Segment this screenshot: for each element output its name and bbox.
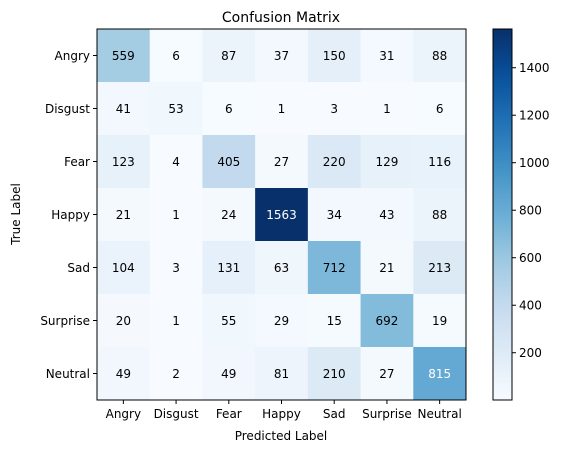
cell-value-label: 81 bbox=[274, 367, 289, 381]
cell-value-label: 15 bbox=[327, 314, 342, 328]
cell-value-label: 21 bbox=[116, 208, 131, 222]
x-tick-label: Fear bbox=[216, 407, 242, 421]
cell-value-label: 31 bbox=[379, 49, 394, 63]
cell-value-label: 3 bbox=[330, 102, 338, 116]
x-tick-label: Neutral bbox=[417, 407, 461, 421]
y-tick-label: Angry bbox=[55, 49, 90, 63]
cell-value-label: 4 bbox=[172, 155, 180, 169]
cell-value-label: 88 bbox=[432, 49, 447, 63]
chart-title: Confusion Matrix bbox=[222, 10, 340, 26]
y-tick-label: Neutral bbox=[46, 367, 90, 381]
cell-value-label: 6 bbox=[436, 102, 444, 116]
cell-value-label: 37 bbox=[274, 49, 289, 63]
cell-value-label: 123 bbox=[112, 155, 135, 169]
colorbar-ticks: 200 400 600 800 1000 1200 1400 bbox=[512, 61, 550, 360]
cell-value-label: 1 bbox=[172, 208, 180, 222]
cell-value-label: 27 bbox=[379, 367, 394, 381]
cell-value-label: 1 bbox=[278, 102, 286, 116]
colorbar-tick-label: 600 bbox=[519, 251, 542, 265]
y-tick-label: Fear bbox=[64, 155, 90, 169]
y-axis-label: True Label bbox=[9, 183, 23, 246]
cell-value-label: 55 bbox=[221, 314, 236, 328]
cell-value-label: 210 bbox=[323, 367, 346, 381]
y-tick-label: Disgust bbox=[45, 102, 90, 116]
y-tick-label: Surprise bbox=[40, 314, 90, 328]
cell-value-label: 41 bbox=[116, 102, 131, 116]
y-tick-label: Happy bbox=[51, 208, 90, 222]
x-axis-label: Predicted Label bbox=[235, 429, 328, 443]
cell-value-label: 6 bbox=[172, 49, 180, 63]
cell-value-label: 24 bbox=[221, 208, 236, 222]
cell-value-label: 815 bbox=[428, 367, 451, 381]
cell-value-label: 19 bbox=[432, 314, 447, 328]
cell-value-label: 29 bbox=[274, 314, 289, 328]
cell-value-label: 88 bbox=[432, 208, 447, 222]
colorbar-tick-label: 800 bbox=[519, 204, 542, 218]
cell-value-label: 559 bbox=[112, 49, 135, 63]
y-axis-ticks: Angry Disgust Fear Happy Sad Surprise Neutral bbox=[40, 49, 97, 381]
x-tick-label: Angry bbox=[106, 407, 141, 421]
cell-value-label: 43 bbox=[379, 208, 394, 222]
x-tick-label: Happy bbox=[262, 407, 301, 421]
cell-value-label: 405 bbox=[217, 155, 240, 169]
x-tick-label: Sad bbox=[323, 407, 346, 421]
cell-value-label: 150 bbox=[323, 49, 346, 63]
cell-value-label: 1 bbox=[172, 314, 180, 328]
cell-value-label: 129 bbox=[375, 155, 398, 169]
cell-value-label: 87 bbox=[221, 49, 236, 63]
cell-value-label: 21 bbox=[379, 261, 394, 275]
cell-value-label: 34 bbox=[327, 208, 342, 222]
colorbar-tick-label: 1000 bbox=[519, 156, 550, 170]
x-tick-label: Disgust bbox=[154, 407, 199, 421]
colorbar bbox=[493, 29, 512, 400]
cell-value-label: 104 bbox=[112, 261, 135, 275]
colorbar-tick-label: 400 bbox=[519, 299, 542, 313]
cell-value-label: 49 bbox=[116, 367, 131, 381]
cell-value-label: 2 bbox=[172, 367, 180, 381]
cell-value-label: 116 bbox=[428, 155, 451, 169]
colorbar-tick-label: 1400 bbox=[519, 61, 550, 75]
colorbar-tick-label: 1200 bbox=[519, 109, 550, 123]
cell-value-label: 1 bbox=[383, 102, 391, 116]
x-axis-ticks: Angry Disgust Fear Happy Sad Surprise Neutral bbox=[106, 400, 462, 421]
cell-value-label: 131 bbox=[217, 261, 240, 275]
cell-value-label: 213 bbox=[428, 261, 451, 275]
cell-value-label: 1563 bbox=[266, 208, 297, 222]
cell-value-label: 27 bbox=[274, 155, 289, 169]
cell-value-label: 220 bbox=[323, 155, 346, 169]
cell-value-label: 712 bbox=[323, 261, 346, 275]
y-tick-label: Sad bbox=[67, 261, 90, 275]
cell-value-label: 3 bbox=[172, 261, 180, 275]
x-tick-label: Surprise bbox=[362, 407, 412, 421]
cell-value-label: 6 bbox=[225, 102, 233, 116]
cell-value-label: 692 bbox=[375, 314, 398, 328]
cell-value-label: 63 bbox=[274, 261, 289, 275]
colorbar-tick-label: 200 bbox=[519, 346, 542, 360]
cell-value-label: 53 bbox=[168, 102, 183, 116]
cell-value-label: 49 bbox=[221, 367, 236, 381]
cell-value-label: 20 bbox=[116, 314, 131, 328]
